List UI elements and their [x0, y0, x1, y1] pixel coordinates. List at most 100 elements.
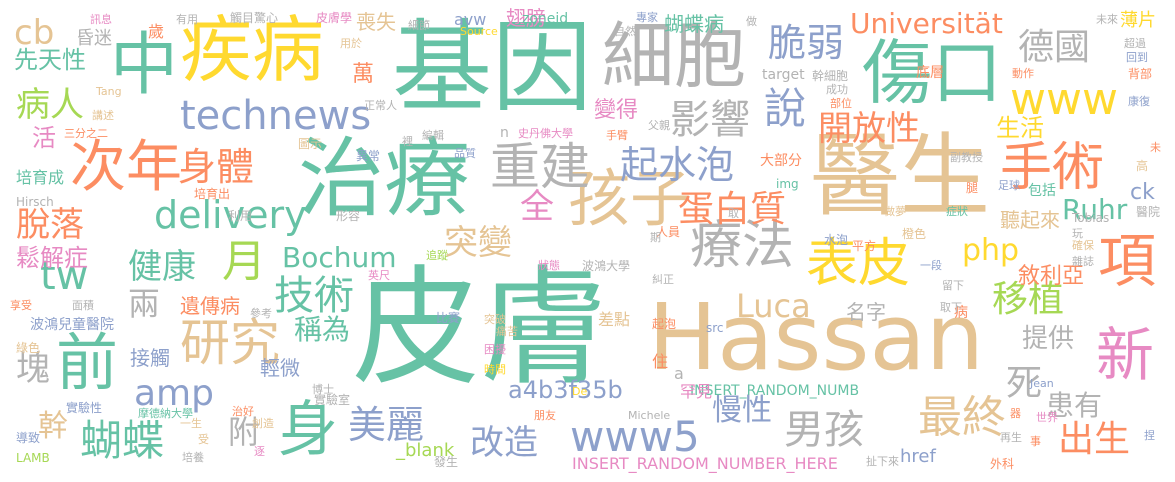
word: Jean	[1030, 377, 1054, 390]
word: 外科	[990, 457, 1015, 471]
word: zoneid	[522, 11, 569, 27]
word: 德國	[1018, 27, 1091, 68]
word: 蛋白質	[678, 189, 787, 230]
word: 活	[32, 124, 56, 152]
word: 發生	[434, 455, 459, 469]
word: 萬	[352, 62, 375, 87]
word: 有用	[176, 13, 198, 26]
word: technews	[180, 93, 372, 139]
word: 研究	[180, 314, 280, 372]
word: 做	[746, 15, 757, 28]
word: Hassan	[648, 284, 985, 391]
word: 困擾	[484, 343, 506, 356]
word: 喪失	[356, 10, 396, 34]
word: 細胞	[602, 14, 747, 98]
word: 形容	[336, 209, 361, 223]
word: 動作	[1012, 67, 1034, 80]
word: 全	[520, 187, 554, 227]
word: 雜誌	[1072, 255, 1094, 268]
word: 利用	[228, 209, 253, 223]
word: 創造	[252, 417, 274, 430]
word: 圖示	[298, 137, 323, 151]
word: 博士	[312, 383, 334, 396]
word: 手術	[1000, 138, 1105, 198]
word: 治療	[298, 129, 470, 229]
word: 差點	[598, 310, 631, 329]
word: 健康	[128, 247, 196, 287]
word: 底層	[916, 65, 944, 81]
word: Source	[460, 25, 498, 38]
word: 重建	[490, 138, 590, 196]
word: 鬆解症	[16, 244, 88, 272]
word: 史丹佛大學	[518, 127, 573, 140]
word: 足球	[998, 179, 1020, 192]
word: delivery	[154, 193, 307, 237]
word: 背部	[1128, 67, 1153, 81]
word: 名字	[846, 300, 886, 324]
word: 扯下來	[866, 455, 899, 468]
word: Luca	[736, 287, 811, 325]
word: 期	[650, 231, 661, 244]
word: 項	[1098, 227, 1157, 295]
word: 症狀	[946, 205, 968, 218]
word: 講述	[92, 109, 114, 122]
word: 留下	[942, 279, 964, 292]
word: 中	[110, 26, 179, 105]
word: 脫落	[16, 205, 84, 245]
word: 糾正	[652, 273, 674, 286]
word: 訊息	[90, 13, 112, 26]
word: Bochum	[282, 241, 397, 274]
word: INSERT_RANDOM_NUMBER_HERE	[572, 454, 838, 473]
word: 三分之二	[64, 127, 108, 140]
word: 翅膀	[506, 6, 546, 30]
word: 波鴻大學	[582, 259, 631, 273]
word: cb	[14, 13, 55, 53]
word: amp	[134, 373, 214, 414]
word: 痛苦	[496, 325, 518, 338]
word: 細節	[408, 19, 430, 32]
word: 編輯	[422, 129, 444, 142]
word: avw	[454, 10, 487, 29]
word: 新	[1096, 321, 1155, 389]
word: 蝴蝶病	[664, 12, 724, 36]
word: 人員	[656, 225, 681, 239]
word: 朋友	[534, 409, 556, 422]
word: 培育成	[16, 168, 65, 187]
word: 治好	[232, 405, 254, 418]
word: 美麗	[348, 403, 425, 447]
word: www	[1010, 74, 1118, 125]
word: 做夢	[884, 205, 906, 218]
word: a	[674, 364, 684, 383]
word: 品質	[454, 147, 476, 160]
word: 說	[764, 84, 807, 133]
word: 用於	[340, 37, 362, 50]
word: 未來	[1096, 13, 1118, 26]
word: 成功	[826, 83, 848, 96]
word: src	[706, 321, 724, 335]
word: 病	[954, 305, 968, 321]
word: 聽起來	[1000, 208, 1060, 232]
word: Tobias	[1072, 211, 1110, 225]
word: 移植	[992, 279, 1065, 320]
word: 水泡	[824, 233, 849, 247]
word: LAMB	[16, 451, 50, 465]
word: n	[500, 125, 509, 141]
word: 昏迷	[76, 28, 112, 49]
word: 一生	[180, 417, 202, 430]
word: 影響	[670, 97, 750, 143]
word: ck	[1130, 180, 1155, 205]
word: 自然	[614, 25, 636, 38]
word: 大部分	[760, 153, 802, 169]
word: target	[762, 67, 805, 83]
word: 患有	[1046, 389, 1103, 422]
word: 塊	[16, 349, 50, 389]
word: 幹細胞	[812, 69, 849, 83]
word: 慢性	[712, 393, 772, 428]
word: 腿	[966, 181, 979, 195]
word: 月	[222, 236, 266, 287]
word: 事	[1030, 435, 1041, 448]
word: 康復	[1128, 95, 1150, 108]
word: 幹	[38, 409, 68, 444]
word: 父親	[648, 119, 670, 132]
word: 最終	[918, 392, 1006, 443]
